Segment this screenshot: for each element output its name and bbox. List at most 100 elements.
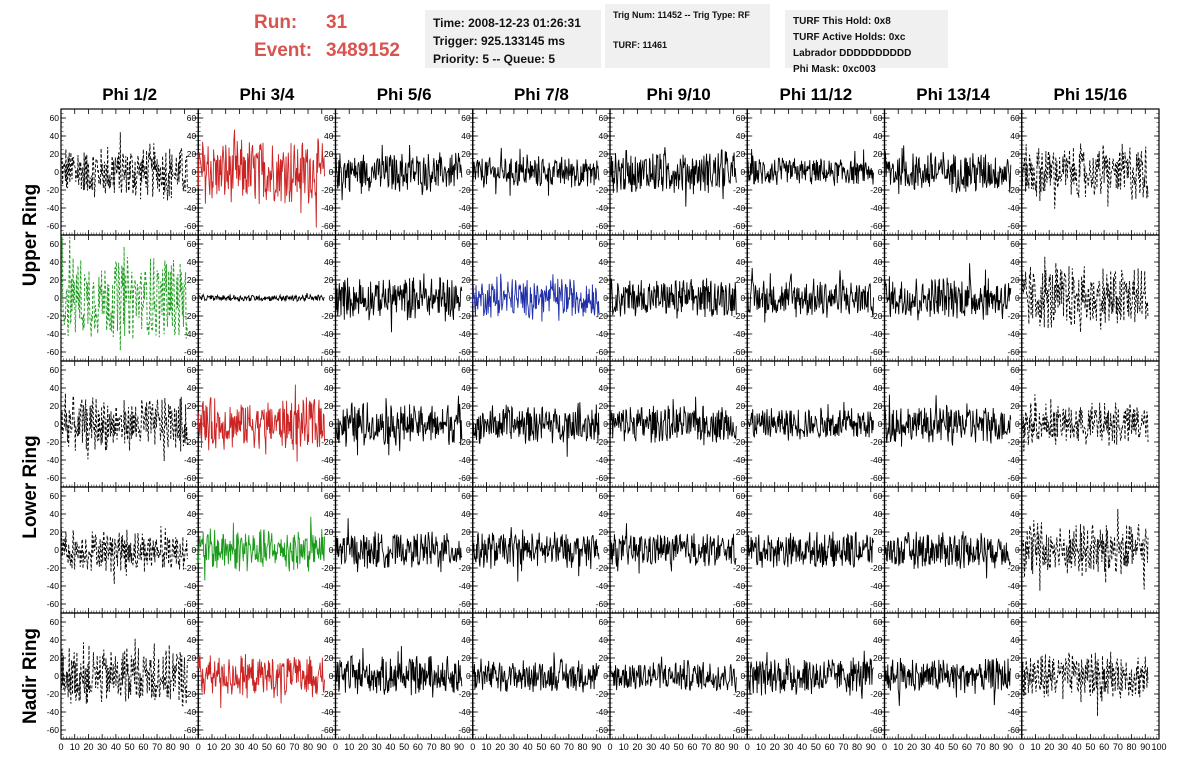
y-tick-label: -60 [458,221,471,231]
y-tick-label: 0 [741,293,746,303]
panel-frame [197,108,337,236]
y-tick-label: 40 [461,257,471,267]
y-tick-label: 0 [466,167,471,177]
y-tick-label: 40 [461,131,471,141]
y-tick-label: -40 [870,455,883,465]
y-tick-label: -60 [870,473,883,483]
y-tick-label: -40 [47,203,60,213]
y-tick-label: -40 [47,329,60,339]
run-line: Run: 31 [254,12,347,34]
y-tick-label: 40 [873,383,883,393]
y-tick-label: -20 [596,437,609,447]
y-tick-label: 20 [50,149,60,159]
y-tick-label: -60 [458,599,471,609]
y-tick-label: 40 [736,509,746,519]
y-tick-label: -20 [870,185,883,195]
waveform-trace [472,527,600,582]
event-label: Event: [254,40,313,61]
column-header: Phi 11/12 [779,85,852,104]
y-tick-label: 20 [50,401,60,411]
y-tick-label: 60 [736,365,746,375]
y-tick-label: 20 [873,149,883,159]
y-tick-label: -20 [458,437,471,447]
y-tick-label: 60 [736,491,746,501]
y-tick-label: 20 [324,275,334,285]
y-tick-label: -40 [184,581,197,591]
y-tick-label: -60 [184,599,197,609]
column-header: Phi 9/10 [646,85,710,104]
event-header: Run: 31 Event: 3489152 Time: 2008-12-23 01… [0,0,1196,80]
y-tick-label: -40 [1007,203,1020,213]
y-tick-label: -60 [1007,473,1020,483]
y-tick-label: -40 [321,581,334,591]
y-tick-label: -40 [596,203,609,213]
trig-num-text: Trig Num: 11452 -- Trig Type: RF [613,10,750,20]
y-tick-label: 0 [329,545,334,555]
y-tick-label: 0 [741,545,746,555]
turf-text: TURF: 11461 [613,40,668,50]
y-tick-label: -60 [321,221,334,231]
y-tick-label: 0 [1015,167,1020,177]
waveform-trace [609,396,737,446]
y-tick-label: 60 [187,239,197,249]
y-tick-label: 40 [599,383,609,393]
y-tick-label: 20 [50,527,60,537]
y-tick-label: -20 [321,563,334,573]
y-tick-label: 0 [603,167,608,177]
y-tick-label: 60 [50,365,60,375]
y-tick-label: -60 [733,473,746,483]
y-tick-label: -60 [870,221,883,231]
y-tick-label: 40 [324,257,334,267]
y-tick-label: 60 [461,491,471,501]
y-tick-label: -40 [458,203,471,213]
y-tick-label: 40 [50,509,60,519]
waveform-trace [884,145,1012,195]
y-tick-label: -40 [870,203,883,213]
y-tick-label: -20 [47,563,60,573]
y-tick-label: 20 [187,527,197,537]
y-tick-label: -60 [47,599,60,609]
y-tick-label: 0 [878,167,883,177]
y-tick-label: 20 [187,275,197,285]
y-tick-label: 40 [873,257,883,267]
y-tick-label: 20 [50,275,60,285]
y-tick-label: 40 [461,383,471,393]
y-tick-label: -60 [184,347,197,357]
y-tick-label: -60 [458,473,471,483]
y-tick-label: 40 [736,383,746,393]
y-tick-label: 20 [187,401,197,411]
y-tick-label: 40 [324,509,334,519]
y-tick-label: 40 [50,131,60,141]
y-tick-label: 20 [599,401,609,411]
y-tick-label: -20 [1007,563,1020,573]
waveform-trace [60,526,188,584]
y-tick-label: 40 [50,257,60,267]
phi-mask-text: Phi Mask: 0xc003 [793,64,876,75]
y-tick-label: 0 [603,419,608,429]
column-header: Phi 1/2 [102,85,157,104]
y-tick-label: -60 [870,347,883,357]
y-tick-label: -20 [321,311,334,321]
y-tick-label: -60 [596,221,609,231]
waveform-trace [335,273,463,333]
y-tick-label: -40 [184,329,197,339]
y-tick-label: -20 [870,563,883,573]
y-tick-label: 40 [50,383,60,393]
y-tick-label: 0 [192,167,197,177]
time-text: Time: 2008-12-23 01:26:31 [433,16,581,30]
y-tick-label: 20 [1010,149,1020,159]
y-tick-label: 0 [329,167,334,177]
waveform-trace [60,132,188,201]
y-tick-label: -40 [1007,329,1020,339]
y-tick-label: 0 [1015,419,1020,429]
y-tick-label: -20 [596,311,609,321]
y-tick-label: -20 [47,689,60,699]
waveform-trace [1021,508,1149,591]
waveform-trace [746,267,874,323]
y-tick-label: 20 [1010,401,1020,411]
y-tick-label: 20 [599,527,609,537]
y-tick-label: -40 [733,455,746,465]
y-tick-label: 20 [736,401,746,411]
y-tick-label: -60 [596,599,609,609]
y-tick-label: -40 [47,581,60,591]
